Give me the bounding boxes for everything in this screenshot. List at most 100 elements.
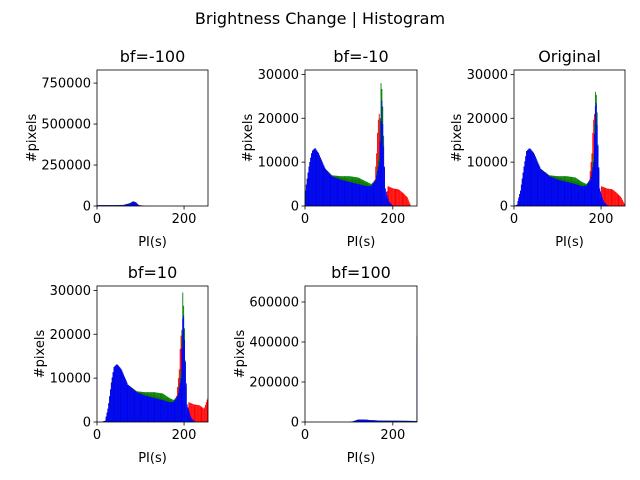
- histogram-bar: [135, 391, 137, 422]
- histogram-bar: [310, 157, 312, 206]
- axes-frame: [513, 69, 626, 207]
- histogram-bar: [571, 183, 573, 206]
- histogram-bar: [186, 404, 188, 422]
- histogram-bar: [540, 168, 542, 206]
- histogram-bar: [391, 187, 392, 206]
- figure-suptitle: Brightness Change | Histogram: [195, 9, 445, 28]
- histogram-bar: [398, 420, 400, 422]
- histogram-bar: [120, 205, 122, 206]
- histogram-bar: [126, 204, 128, 206]
- histogram-bar: [405, 420, 407, 422]
- histogram-bar: [140, 393, 142, 422]
- histogram-bar: [339, 179, 341, 206]
- histogram-bar: [358, 419, 360, 422]
- histogram-bar: [608, 188, 610, 206]
- histogram-bar: [380, 121, 382, 206]
- histogram-bar: [142, 394, 144, 422]
- histogram-bar: [121, 370, 123, 422]
- histogram-bar: [184, 339, 185, 422]
- histogram-bar: [384, 420, 386, 422]
- histogram-bar: [159, 399, 161, 422]
- histogram-bar: [407, 199, 409, 206]
- histogram-bar: [354, 420, 356, 422]
- histogram-bar: [136, 203, 138, 206]
- histogram-bar: [315, 149, 317, 206]
- histogram-bar: [554, 178, 556, 206]
- histogram-bar: [393, 420, 395, 422]
- histogram-bar: [572, 183, 574, 206]
- histogram-bar: [384, 420, 385, 422]
- histogram-bar: [381, 100, 383, 206]
- histogram-bar: [162, 400, 164, 422]
- histogram-bar: [406, 421, 408, 422]
- histogram-bar: [547, 175, 549, 206]
- histogram-bar: [598, 167, 600, 206]
- histogram-bar: [560, 180, 562, 206]
- histogram-bar: [130, 387, 132, 422]
- histogram-bar: [204, 407, 205, 422]
- y-tick-label: 0: [291, 200, 299, 215]
- histogram-bar: [124, 378, 126, 422]
- histogram-bar: [203, 408, 205, 422]
- histogram-bar: [144, 395, 146, 422]
- histogram-bar: [109, 396, 111, 422]
- histogram-bar: [557, 179, 559, 206]
- histogram-bar: [130, 203, 131, 206]
- y-axis-label: #pixels: [25, 114, 40, 163]
- histogram-bar: [377, 170, 378, 206]
- subplot-5: 0 200 0 200000 400000 600000 bf=100 PI(s) #pixel…: [233, 263, 418, 466]
- histogram-bar: [332, 176, 334, 206]
- histogram-bar: [404, 420, 406, 422]
- histogram-bar: [532, 151, 534, 206]
- histogram-bar: [537, 162, 539, 206]
- histogram-bar: [361, 419, 363, 422]
- histogram-bar: [549, 176, 551, 206]
- histogram-bar: [409, 421, 411, 422]
- subplot-title: bf=-10: [333, 47, 388, 66]
- histogram-bar: [570, 182, 572, 206]
- histogram-bar: [157, 398, 159, 422]
- x-tick-label: 0: [301, 212, 309, 227]
- histogram-bar: [106, 412, 108, 422]
- histogram-bar: [582, 186, 584, 206]
- histogram-bar: [132, 389, 134, 422]
- histogram-bar: [318, 153, 320, 206]
- histogram-bar: [561, 180, 562, 206]
- histogram-bar: [380, 420, 382, 422]
- histogram-bar: [191, 418, 193, 422]
- histogram-bar: [518, 197, 520, 206]
- histogram-bar: [528, 148, 530, 206]
- histogram-bar: [131, 388, 133, 422]
- histogram-bar: [606, 188, 608, 206]
- histogram-bar: [112, 372, 114, 422]
- histogram-bar: [522, 172, 524, 206]
- histogram-bar: [123, 205, 125, 206]
- histogram-bar: [363, 185, 365, 206]
- histogram-bar: [363, 419, 365, 422]
- histogram-bar: [150, 396, 152, 422]
- histogram-bar: [542, 170, 544, 206]
- histogram-bar: [575, 184, 577, 206]
- y-axis-label: #pixels: [233, 330, 248, 379]
- histogram-bar: [611, 189, 613, 206]
- histogram-bar: [539, 166, 541, 206]
- histogram-bar: [201, 407, 203, 422]
- histogram-bar: [191, 403, 193, 422]
- series-blue: [305, 100, 393, 206]
- histogram-bar: [516, 204, 518, 206]
- histogram-bar: [374, 420, 376, 422]
- histogram-bar: [388, 186, 390, 206]
- histogram-bar: [368, 419, 370, 422]
- histogram-bar: [400, 191, 402, 206]
- histogram-bar: [149, 396, 151, 422]
- histogram-bar: [143, 394, 145, 422]
- histogram-bar: [172, 401, 174, 422]
- histogram-bar: [596, 124, 598, 206]
- histogram-bar: [309, 162, 311, 206]
- histogram-bar: [386, 420, 388, 422]
- histogram-bar: [550, 176, 552, 206]
- histogram-bar: [316, 150, 318, 206]
- x-axis-label: PI(s): [138, 235, 167, 250]
- histogram-bar: [134, 390, 136, 422]
- subplot-3: 0 200 0 10000 20000 30000 Original PI(s) #pixels: [450, 47, 626, 250]
